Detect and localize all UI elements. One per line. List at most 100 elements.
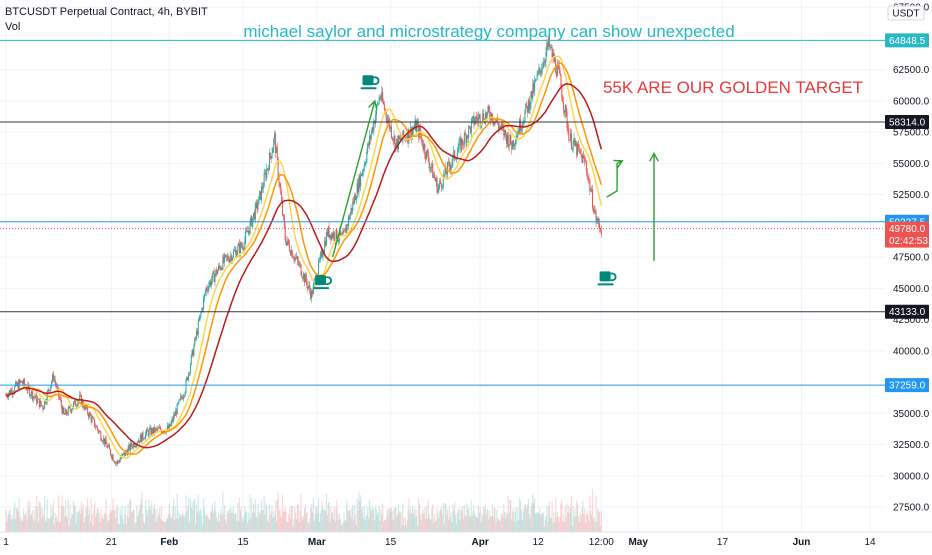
volume-bar	[206, 514, 208, 532]
volume-bar	[74, 506, 76, 532]
volume-bar	[174, 506, 177, 532]
volume-bar	[360, 495, 362, 532]
candle-body	[163, 430, 165, 433]
x-tick-label: Mar	[308, 537, 326, 548]
volume-bar	[42, 508, 44, 532]
candle-body	[127, 447, 129, 456]
volume-bar	[168, 503, 170, 532]
volume-bar	[583, 513, 585, 532]
candle-body	[518, 131, 520, 134]
candle-body	[498, 123, 500, 129]
candle-body	[386, 117, 388, 124]
candle-body	[153, 426, 155, 433]
vol-indicator-label[interactable]: Vol	[5, 21, 21, 33]
volume-bar	[133, 509, 135, 532]
candle-body	[462, 144, 464, 146]
volume-bar	[574, 508, 576, 532]
volume-bar	[469, 515, 471, 532]
volume-bar	[522, 512, 524, 532]
volume-bar	[61, 496, 63, 532]
title-annotation: michael saylor and microstrategy company…	[243, 22, 734, 41]
volume-bar	[298, 521, 300, 532]
candle-body	[469, 126, 471, 127]
volume-bar	[282, 510, 285, 532]
candle-body	[298, 263, 300, 265]
volume-bar	[425, 505, 428, 532]
candle-body	[451, 162, 453, 166]
volume-bar	[515, 507, 517, 532]
volume-bar	[345, 521, 347, 532]
candle-body	[595, 210, 597, 223]
candle-body	[275, 147, 277, 153]
candle-body	[308, 284, 310, 287]
volume-bar	[80, 501, 83, 532]
volume-bar	[554, 522, 556, 532]
candle-body	[269, 153, 271, 157]
volume-bar	[50, 504, 52, 532]
candle-body	[314, 277, 316, 281]
candle-body	[577, 143, 579, 156]
candle-body	[462, 139, 464, 145]
volume-bar	[116, 504, 119, 532]
volume-bar	[346, 509, 349, 532]
volume-bar	[585, 514, 587, 532]
candle-body	[514, 143, 516, 145]
candle-body	[59, 398, 61, 401]
candle-body	[215, 269, 217, 275]
volume-bar	[558, 521, 560, 532]
volume-bar	[93, 508, 95, 532]
volume-bar	[295, 512, 297, 532]
volume-bar	[375, 506, 377, 532]
candle-body	[402, 130, 404, 140]
candle-body	[76, 405, 78, 407]
volume-bar	[415, 508, 417, 532]
volume-bar	[468, 507, 470, 532]
volume-bar	[41, 517, 43, 532]
volume-bar	[187, 498, 190, 532]
volume-bar	[279, 508, 281, 532]
volume-bar	[203, 507, 205, 532]
candle-body	[458, 141, 460, 149]
candle-body	[399, 137, 401, 140]
volume-bar	[383, 519, 385, 532]
volume-bar	[175, 518, 177, 532]
volume-bar	[261, 509, 263, 532]
volume-bar	[259, 513, 261, 532]
volume-bar	[131, 511, 134, 532]
candle-body	[428, 161, 430, 169]
volume-bar	[23, 514, 26, 532]
candle-body	[370, 133, 372, 139]
volume-bar	[354, 514, 357, 532]
candle-body	[353, 201, 355, 203]
volume-bar	[510, 500, 512, 532]
candle-body	[527, 105, 529, 113]
candle-body	[170, 422, 172, 427]
candle-body	[324, 241, 326, 252]
volume-bar	[548, 501, 551, 532]
candle-body	[87, 406, 89, 414]
volume-bar	[305, 513, 307, 532]
candle-body	[483, 113, 485, 121]
volume-bar	[470, 500, 472, 532]
volume-bar	[396, 516, 398, 532]
symbol-header[interactable]: BTCUSDT Perpetual Contract, 4h, BYBIT	[5, 6, 208, 18]
volume-bar	[51, 507, 54, 532]
candle-body	[181, 395, 183, 398]
volume-bar	[346, 500, 348, 532]
volume-bar	[193, 500, 195, 532]
candle-body	[174, 410, 176, 416]
volume-bar	[323, 511, 325, 532]
candle-body	[78, 399, 80, 402]
candle-body	[383, 101, 385, 105]
volume-bar	[94, 516, 97, 532]
volume-bar	[452, 504, 454, 532]
candle-body	[293, 258, 295, 260]
volume-bar	[70, 519, 72, 532]
volume-bar	[376, 514, 378, 532]
candle-body	[277, 158, 279, 178]
candle-body	[143, 438, 145, 440]
volume-bar	[176, 493, 178, 532]
volume-bar	[125, 523, 127, 532]
